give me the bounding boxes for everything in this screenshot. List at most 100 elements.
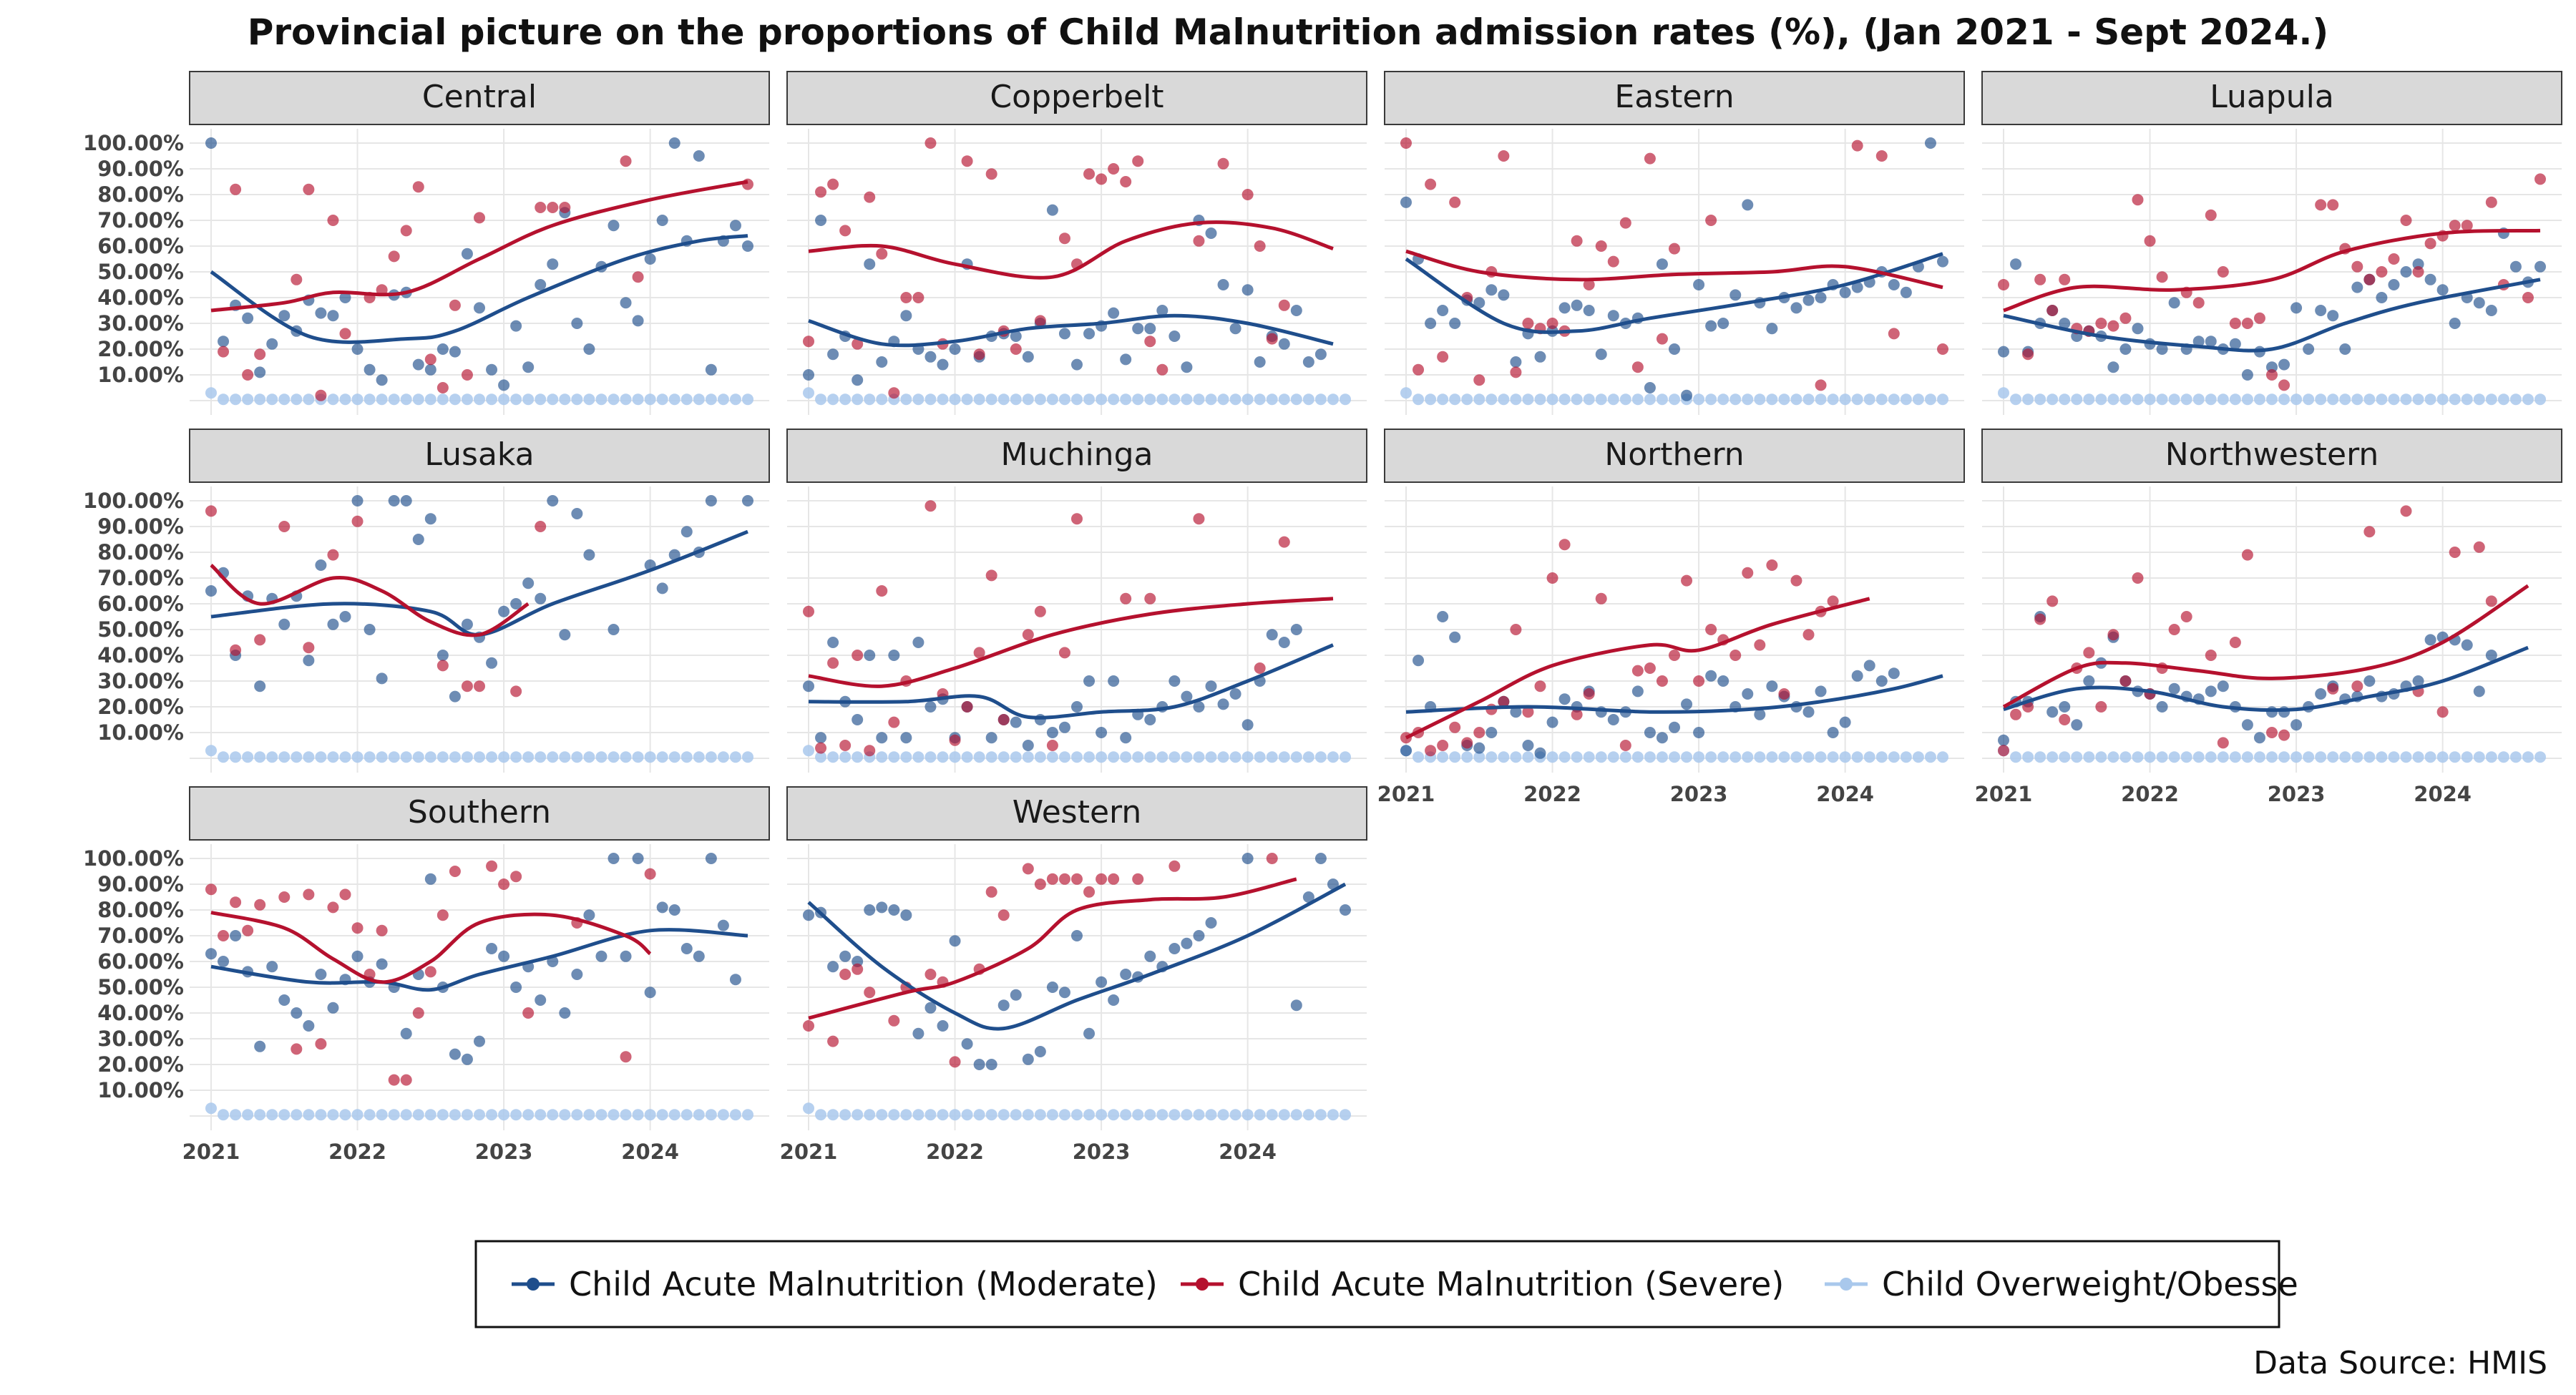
point-severe — [924, 137, 937, 149]
point-overweight — [376, 1109, 388, 1121]
point-overweight — [924, 1109, 937, 1121]
point-overweight — [2180, 751, 2192, 763]
point-overweight — [985, 1109, 997, 1121]
point-severe — [1827, 595, 1839, 607]
point-moderate — [1400, 745, 1412, 757]
point-moderate — [1205, 917, 1217, 929]
point-severe — [254, 899, 266, 911]
point-overweight — [1314, 751, 1327, 763]
point-overweight — [668, 1109, 680, 1121]
point-overweight — [2303, 751, 2315, 763]
point-overweight — [2290, 393, 2303, 406]
y-tick-label: 30.00% — [97, 311, 184, 336]
point-severe — [2327, 682, 2339, 695]
legend-label: Child Acute Malnutrition (Moderate) — [569, 1265, 1158, 1303]
point-moderate — [1254, 356, 1266, 368]
y-tick-label: 80.00% — [97, 182, 184, 207]
point-overweight — [1290, 751, 1302, 763]
point-overweight — [2132, 751, 2144, 763]
point-severe — [973, 348, 985, 361]
point-moderate — [1510, 706, 1522, 718]
point-overweight — [412, 1109, 424, 1121]
point-severe — [2241, 549, 2253, 561]
point-severe — [924, 969, 937, 980]
point-overweight — [1937, 393, 1948, 406]
point-overweight — [2059, 751, 2071, 763]
point-moderate — [1839, 716, 1851, 728]
point-moderate — [1010, 716, 1022, 728]
point-severe — [339, 889, 351, 901]
point-moderate — [2278, 706, 2290, 718]
point-overweight — [291, 1109, 303, 1121]
point-overweight — [583, 751, 595, 763]
point-overweight — [888, 1109, 900, 1121]
point-moderate — [656, 215, 668, 226]
y-tick-label: 40.00% — [97, 1001, 184, 1025]
point-moderate — [2473, 685, 2485, 698]
point-severe — [327, 215, 339, 226]
point-moderate — [900, 732, 912, 744]
point-overweight — [1022, 1109, 1034, 1121]
point-moderate — [1742, 688, 1754, 700]
point-overweight — [2509, 751, 2522, 763]
point-overweight — [1558, 393, 1571, 406]
point-moderate — [864, 904, 876, 916]
point-overweight — [1156, 1109, 1169, 1121]
point-overweight — [876, 751, 888, 763]
point-moderate — [949, 935, 961, 947]
point-severe — [1254, 240, 1266, 252]
panel-southern: Southern 10.00%20.00%30.00%40.00%50.00%60… — [83, 786, 770, 1164]
point-moderate — [864, 258, 876, 270]
point-overweight — [400, 393, 412, 406]
point-severe — [1034, 878, 1046, 890]
point-overweight — [705, 1109, 717, 1121]
point-severe — [2034, 273, 2046, 285]
point-overweight — [827, 751, 839, 763]
point-overweight — [2168, 751, 2180, 763]
point-severe — [1729, 650, 1742, 661]
y-tick-label: 70.00% — [97, 566, 184, 590]
point-moderate — [388, 495, 400, 506]
panel-strip-label: Eastern — [1614, 79, 1734, 115]
point-moderate — [461, 1053, 473, 1065]
point-moderate — [1290, 624, 1302, 635]
point-moderate — [656, 901, 668, 914]
point-overweight — [1839, 751, 1851, 763]
point-severe — [2205, 650, 2217, 661]
point-severe — [2107, 629, 2119, 641]
point-moderate — [1290, 305, 1302, 316]
point-overweight — [1425, 393, 1437, 406]
point-overweight — [1766, 751, 1778, 763]
point-overweight — [1278, 1109, 1290, 1121]
point-overweight — [2449, 393, 2461, 406]
point-severe — [400, 1074, 412, 1086]
panel-strip — [189, 786, 770, 841]
point-overweight — [498, 1109, 510, 1121]
point-moderate — [1485, 727, 1498, 738]
point-severe — [424, 353, 436, 366]
point-moderate — [2156, 343, 2168, 355]
point-moderate — [888, 650, 900, 661]
point-moderate — [242, 312, 254, 324]
point-overweight — [680, 751, 693, 763]
point-moderate — [1120, 353, 1132, 366]
point-overweight — [973, 751, 985, 763]
point-overweight — [1290, 1109, 1302, 1121]
point-overweight — [1266, 1109, 1278, 1121]
point-overweight — [547, 393, 559, 406]
point-severe — [1169, 860, 1181, 872]
legend-key-point — [527, 1278, 540, 1291]
point-moderate — [1754, 708, 1766, 720]
point-moderate — [461, 248, 473, 260]
point-overweight — [254, 393, 266, 406]
point-severe — [1937, 343, 1948, 355]
x-tick-label: 2022 — [926, 1140, 984, 1164]
point-overweight — [1546, 751, 1558, 763]
point-severe — [864, 191, 876, 203]
point-overweight — [2168, 393, 2180, 406]
point-moderate — [815, 215, 827, 226]
point-severe — [1193, 513, 1205, 525]
point-moderate — [327, 618, 339, 630]
point-moderate — [571, 508, 583, 519]
point-overweight — [1229, 393, 1241, 406]
